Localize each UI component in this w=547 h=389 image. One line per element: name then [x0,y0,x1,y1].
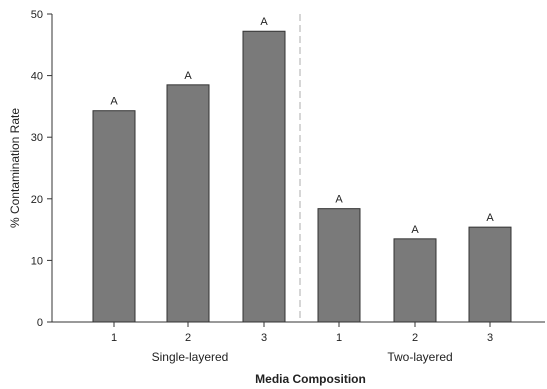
y-tick-label: 0 [37,317,43,329]
bar [317,208,361,323]
group-label: Single-layered [152,350,229,364]
bar-significance-letter: A [335,194,343,206]
group-label: Two-layered [387,350,452,364]
bar-significance-letter: A [110,96,118,108]
x-tick-label: 3 [487,332,493,344]
y-tick-label: 40 [31,71,43,83]
bar [468,226,512,323]
bar-significance-letter: A [411,224,419,236]
x-tick-label: 3 [261,332,267,344]
bars-layer: A A A A A A [92,16,512,323]
y-tick-label: 20 [31,194,43,206]
bar [166,84,210,323]
bar [393,238,437,323]
bar-significance-letter: A [184,70,192,82]
x-tick-label: 2 [412,332,418,344]
x-tick-label: 1 [336,332,342,344]
x-tick-label: 2 [185,332,191,344]
y-axis-title: % Contamination Rate [8,108,22,228]
bar-significance-letter: A [260,16,268,28]
bar [92,110,136,323]
y-tick-label: 30 [31,132,43,144]
y-tick-label: 50 [31,9,43,21]
x-tick-label: 1 [111,332,117,344]
bar [242,30,286,323]
bar-significance-letter: A [486,212,494,224]
x-axis-title: Media Composition [255,372,366,386]
x-ticks: 1 2 3 Single-layered 1 2 3 Two-layered [111,322,493,364]
y-ticks: 0 10 20 30 40 50 [31,9,52,329]
y-tick-label: 10 [31,255,43,267]
